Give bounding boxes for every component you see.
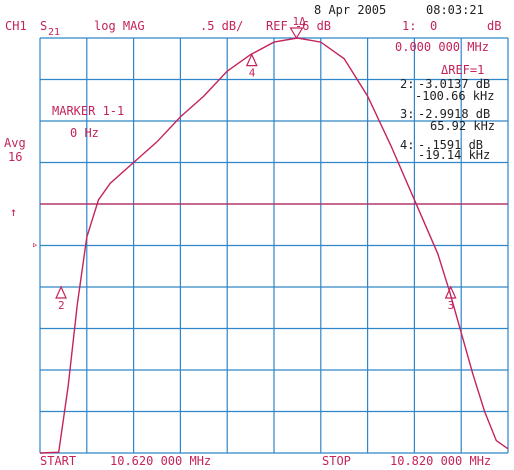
format-label: log MAG [94, 19, 145, 33]
param-label: S [40, 19, 47, 33]
marker-4-id: 4: [400, 138, 414, 152]
start-value: 10.620 000 MHz [110, 454, 211, 468]
marker-2-freq: -100.66 kHz [415, 89, 494, 103]
start-label: START [40, 454, 76, 468]
marker-triangle [245, 53, 258, 67]
marker-triangle [289, 27, 304, 40]
param-subscript: 21 [48, 27, 60, 38]
up-arrow-icon: ↑ [10, 205, 17, 219]
time-text: 08:03:21 [426, 3, 484, 17]
channel-label: CH1 [5, 19, 27, 33]
avg-count: 16 [8, 150, 22, 164]
date-text: 8 Apr 2005 [314, 3, 386, 17]
marker-readout-value: 0 [430, 19, 437, 33]
marker-4-db: -.1591 dB [418, 138, 483, 152]
reference-pointer-icon: ▹ [32, 238, 39, 251]
marker-label: 4 [249, 67, 256, 80]
marker-readout-unit: dB [487, 19, 501, 33]
avg-label: Avg [4, 136, 26, 150]
markers: 1Δ 2 3 4 [55, 15, 457, 312]
marker-label: 1Δ [292, 15, 306, 28]
delta-ref-label: ΔREF=1 [441, 63, 484, 77]
marker-triangle [444, 285, 457, 299]
trace-line [39, 37, 509, 454]
ref-label: REF -6 dB [266, 19, 331, 33]
marker-label: 2 [58, 299, 65, 312]
marker-box-value: 0 Hz [70, 126, 99, 140]
marker-frequency: 0.000 000 MHz [395, 40, 489, 54]
marker-4-freq: -19.14 kHz [418, 148, 490, 162]
marker-box-label: MARKER 1-1 [52, 104, 124, 118]
stop-label: STOP [322, 454, 351, 468]
marker-2-id: 2: [400, 77, 414, 91]
marker-2-db: -3.0137 dB [418, 77, 490, 91]
marker-label: 3 [448, 299, 455, 312]
marker-readout-id: 1: [402, 19, 416, 33]
marker-table: 2: -3.0137 dB -100.66 kHz 3: -2.9918 dB … [400, 77, 495, 162]
scale-label: .5 dB/ [200, 19, 243, 33]
marker-3-id: 3: [400, 107, 414, 121]
marker-3-freq: 65.92 kHz [430, 119, 495, 133]
stop-value: 10.820 000 MHz [390, 454, 491, 468]
marker-triangle [55, 285, 67, 299]
marker-3-db: -2.9918 dB [418, 107, 490, 121]
